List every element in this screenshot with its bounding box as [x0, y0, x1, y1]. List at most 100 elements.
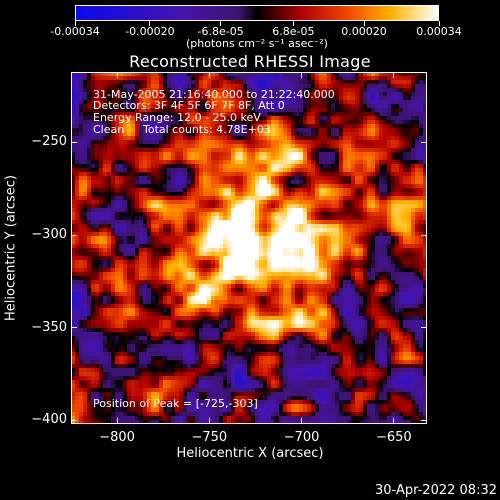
- heatmap-cell: [235, 292, 239, 296]
- heatmap-cell: [195, 216, 199, 220]
- heatmap-cell: [335, 136, 339, 140]
- heatmap-cell: [183, 172, 187, 176]
- heatmap-cell: [127, 96, 131, 100]
- heatmap-cell: [375, 132, 379, 136]
- heatmap-cell: [327, 228, 331, 232]
- heatmap-cell: [135, 244, 139, 248]
- heatmap-cell: [151, 92, 155, 96]
- heatmap-cell: [243, 252, 247, 256]
- heatmap-cell: [335, 256, 339, 260]
- heatmap-cell: [111, 132, 115, 136]
- heatmap-cell: [123, 192, 127, 196]
- heatmap-cell: [343, 136, 347, 140]
- heatmap-cell: [375, 116, 379, 120]
- heatmap-cell: [351, 200, 355, 204]
- heatmap-cell: [131, 100, 135, 104]
- heatmap-cell: [99, 236, 103, 240]
- heatmap-cell: [171, 156, 175, 160]
- heatmap-cell: [219, 220, 223, 224]
- heatmap-cell: [259, 120, 263, 124]
- heatmap-cell: [331, 176, 335, 180]
- heatmap-cell: [223, 196, 227, 200]
- heatmap-cell: [127, 124, 131, 128]
- heatmap-cell: [271, 100, 275, 104]
- heatmap-cell: [247, 192, 251, 196]
- heatmap-cell: [227, 272, 231, 276]
- heatmap-cell: [339, 92, 343, 96]
- heatmap-cell: [303, 244, 307, 248]
- heatmap-cell: [207, 272, 211, 276]
- heatmap-cell: [119, 76, 123, 80]
- heatmap-cell: [239, 240, 243, 244]
- heatmap-cell: [115, 156, 119, 160]
- heatmap-cell: [371, 188, 375, 192]
- heatmap-cell: [415, 256, 419, 260]
- heatmap-cell: [167, 160, 171, 164]
- heatmap-cell: [87, 112, 91, 116]
- heatmap-cell: [255, 208, 259, 212]
- heatmap-cell: [231, 132, 235, 136]
- heatmap-cell: [223, 272, 227, 276]
- heatmap-cell: [179, 220, 183, 224]
- heatmap-cell: [271, 292, 275, 296]
- heatmap-cell: [215, 120, 219, 124]
- heatmap-cell: [387, 116, 391, 120]
- heatmap-cell: [223, 224, 227, 228]
- heatmap-cell: [323, 144, 327, 148]
- heatmap-cell: [411, 108, 415, 112]
- heatmap-cell: [379, 132, 383, 136]
- heatmap-cell: [263, 252, 267, 256]
- heatmap-cell: [119, 268, 123, 272]
- heatmap-cell: [335, 244, 339, 248]
- heatmap-cell: [123, 128, 127, 132]
- heatmap-cell: [191, 140, 195, 144]
- heatmap-cell: [203, 76, 207, 80]
- heatmap-cell: [71, 200, 75, 204]
- heatmap-cell: [311, 156, 315, 160]
- heatmap-cell: [215, 128, 219, 132]
- heatmap-cell: [235, 168, 239, 172]
- heatmap-cell: [243, 248, 247, 252]
- heatmap-cell: [183, 164, 187, 168]
- heatmap-cell: [271, 280, 275, 284]
- heatmap-cell: [387, 76, 391, 80]
- heatmap-cell: [215, 232, 219, 236]
- heatmap-cell: [207, 100, 211, 104]
- heatmap-cell: [87, 220, 91, 224]
- heatmap-cell: [171, 212, 175, 216]
- heatmap-cell: [215, 144, 219, 148]
- heatmap-cell: [147, 148, 151, 152]
- heatmap-cell: [127, 204, 131, 208]
- heatmap-cell: [267, 264, 271, 268]
- heatmap-cell: [311, 136, 315, 140]
- heatmap-cell: [119, 196, 123, 200]
- heatmap-cell: [171, 284, 175, 288]
- heatmap-cell: [287, 184, 291, 188]
- heatmap-cell: [95, 204, 99, 208]
- heatmap-cell: [179, 148, 183, 152]
- heatmap-cell: [195, 284, 199, 288]
- heatmap-cell: [167, 284, 171, 288]
- heatmap-cell: [367, 88, 371, 92]
- heatmap-cell: [227, 276, 231, 280]
- heatmap-cell: [239, 212, 243, 216]
- heatmap-cell: [291, 92, 295, 96]
- heatmap-cell: [307, 152, 311, 156]
- heatmap-cell: [323, 120, 327, 124]
- heatmap-cell: [123, 240, 127, 244]
- heatmap-cell: [83, 96, 87, 100]
- heatmap-cell: [239, 132, 243, 136]
- heatmap-cell: [295, 276, 299, 280]
- heatmap-cell: [399, 252, 403, 256]
- heatmap-cell: [275, 212, 279, 216]
- heatmap-cell: [139, 196, 143, 200]
- heatmap-cell: [155, 232, 159, 236]
- heatmap-cell: [359, 272, 363, 276]
- heatmap-cell: [391, 224, 395, 228]
- heatmap-cell: [291, 272, 295, 276]
- heatmap-cell: [123, 212, 127, 216]
- heatmap-cell: [371, 112, 375, 116]
- heatmap-cell: [271, 80, 275, 84]
- heatmap-cell: [219, 236, 223, 240]
- heatmap-cell: [175, 116, 179, 120]
